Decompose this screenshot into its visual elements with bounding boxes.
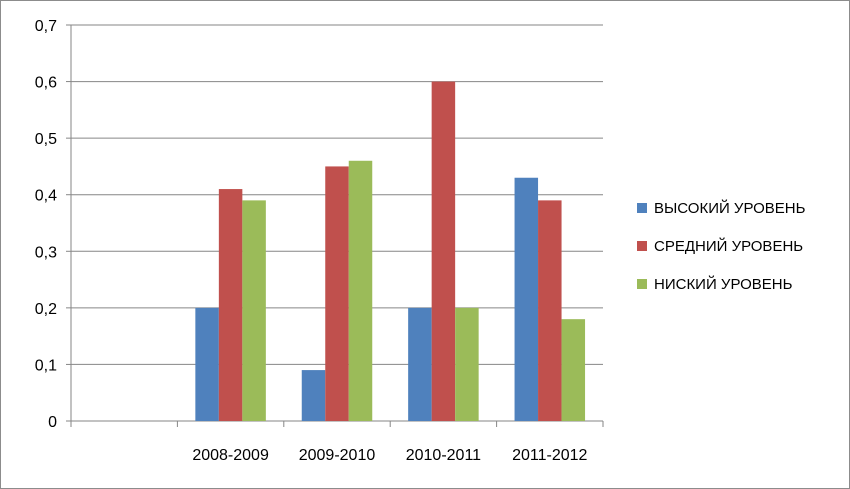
legend: ВЫСОКИЙ УРОВЕНЬ СРЕДНИЙ УРОВЕНЬ НИСКИЙ УРО… — [637, 199, 806, 293]
x-tick-label: 2008-2009 — [192, 447, 269, 464]
bar — [455, 307, 479, 421]
bar — [325, 166, 349, 421]
bars — [195, 81, 586, 422]
y-tick-label: 0,1 — [35, 357, 57, 374]
x-tick-label: 2009-2010 — [299, 447, 376, 464]
legend-swatch — [637, 203, 647, 213]
legend-swatch — [637, 241, 647, 251]
bar — [561, 319, 586, 421]
legend-swatch — [637, 279, 647, 289]
bar — [218, 189, 243, 421]
bar — [242, 200, 266, 421]
bar — [538, 200, 562, 421]
y-tick-label: 0 — [48, 414, 57, 431]
y-tick-label: 0,4 — [35, 188, 57, 205]
legend-label: ВЫСОКИЙ УРОВЕНЬ — [654, 199, 806, 217]
y-tick-label: 0,5 — [35, 131, 57, 148]
bar — [431, 81, 456, 422]
legend-label: СРЕДНИЙ УРОВЕНЬ — [654, 237, 803, 255]
bar — [408, 307, 432, 421]
y-tick-label: 0,2 — [35, 301, 57, 318]
y-tick-label: 0,7 — [35, 18, 57, 35]
legend-label: НИСКИЙ УРОВЕНЬ — [654, 275, 793, 293]
bar — [348, 160, 373, 421]
bar — [195, 307, 219, 421]
x-tick-label: 2010-2011 — [406, 447, 481, 464]
x-tick-label: 2011-2012 — [512, 447, 587, 464]
y-tick-label: 0,6 — [35, 75, 57, 92]
tick-labels: 0 0,1 0,2 0,3 0,4 0,5 0,6 0,7 2008-2009 2009-2010… — [35, 18, 588, 464]
bar — [301, 370, 326, 421]
y-tick-label: 0,3 — [35, 244, 57, 261]
bar — [514, 177, 539, 421]
